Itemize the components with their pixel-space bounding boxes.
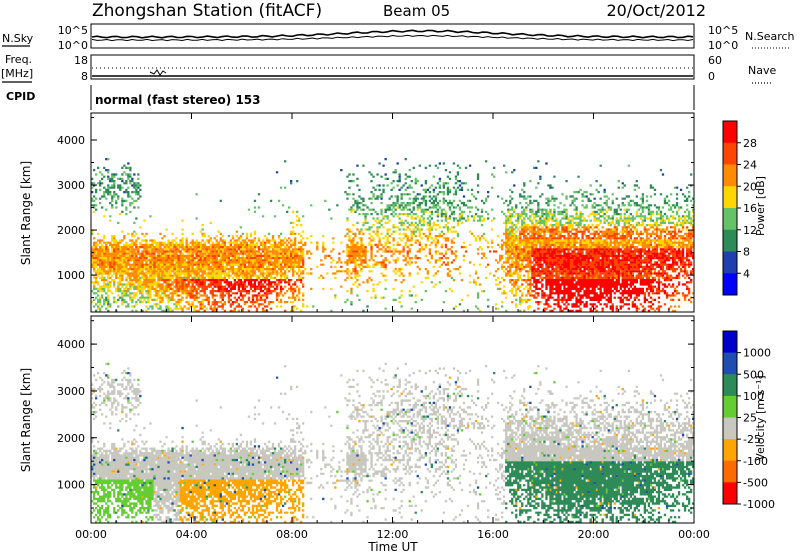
freq-panel-frame	[90, 54, 695, 80]
colorbar-swatch	[723, 331, 737, 354]
x-tick-label: 00:00	[678, 528, 710, 541]
velocity-echo-cells	[91, 362, 683, 523]
colorbar-tick-label: 100	[743, 390, 764, 403]
velocity-y-ticks: 1000 2000 3000 4000	[57, 320, 694, 509]
y-tick-label: 3000	[57, 385, 85, 398]
colorbar-tick-label: -500	[743, 476, 768, 489]
y-tick-label: 2000	[57, 224, 85, 237]
power-echo-cells	[91, 206, 695, 312]
velocity-colorbar: 1000 500 100 25 -25 -100 -500 -1000	[722, 330, 775, 511]
power-x-ticks	[90, 113, 695, 312]
x-tick-label: 00:00	[75, 528, 107, 541]
noise-panel-frame	[90, 23, 695, 49]
colorbar-tick-label: 20	[743, 180, 757, 193]
colorbar-tick-label: 28	[743, 137, 757, 150]
colorbar-swatch	[723, 417, 737, 440]
nave-label: Nave	[748, 64, 776, 77]
cpid-label: CPID	[6, 90, 35, 103]
power-heatmap	[91, 158, 695, 312]
colorbar-swatch	[723, 142, 737, 165]
nsky-series	[91, 29, 694, 39]
colorbar-swatch	[723, 352, 737, 375]
velocity-colorbar-label: Velocity [m s⁻¹]	[754, 375, 767, 460]
freq-label: Freq.	[5, 53, 32, 66]
date-label: 20/Oct/2012	[606, 1, 706, 20]
y-tick-label: 4000	[57, 134, 85, 147]
y-tick-label: 4000	[57, 338, 85, 351]
freq-tick-top: 18	[74, 54, 88, 67]
nsearch-series	[91, 34, 694, 42]
nsky-tick-top: 10^5	[58, 24, 88, 37]
colorbar-swatch	[723, 439, 737, 462]
power-colorbar: 28 24 20 16 12 8 4	[722, 120, 757, 296]
freq-tick-bottom: 8	[81, 70, 88, 83]
colorbar-swatch	[723, 374, 737, 397]
colorbar-swatch	[723, 164, 737, 187]
colorbar-tick-label: -25	[743, 433, 761, 446]
velocity-heatmap	[91, 362, 695, 523]
colorbar-swatch	[723, 273, 737, 296]
x-tick-label: 12:00	[377, 528, 409, 541]
colorbar-tick-label: 25	[743, 412, 757, 425]
colorbar-tick-label: -1000	[743, 498, 775, 511]
nsearch-tick-bottom: 10^0	[708, 39, 738, 52]
power-y-ticks: 1000 2000 3000 4000	[57, 117, 694, 299]
velocity-echo-cells	[93, 376, 693, 523]
colorbar-tick-label: 24	[743, 159, 757, 172]
nave-tick-bottom: 0	[708, 70, 715, 83]
x-tick-label: 08:00	[276, 528, 308, 541]
nsky-label: N.Sky	[2, 32, 34, 45]
colorbar-swatch	[723, 229, 737, 252]
y-tick-label: 1000	[57, 479, 85, 492]
x-tick-label: 04:00	[176, 528, 208, 541]
colorbar-tick-label: 12	[743, 224, 757, 237]
freq-unit-label: [MHz]	[1, 67, 33, 80]
x-tick-label: 16:00	[477, 528, 509, 541]
freq-spike	[149, 69, 167, 76]
station-title: Zhongshan Station (fitACF)	[92, 1, 322, 21]
colorbar-swatch	[723, 121, 737, 144]
power-ylabel: Slant Range [km]	[19, 161, 33, 265]
colorbar-swatch	[723, 251, 737, 274]
colorbar-swatch	[723, 186, 737, 209]
nsearch-label: N.Search	[745, 30, 795, 43]
nave-tick-top: 60	[708, 54, 722, 67]
colorbar-tick-label: 1000	[743, 347, 771, 360]
nsky-tick-bottom: 10^0	[58, 39, 88, 52]
colorbar-tick-label: 500	[743, 368, 764, 381]
y-tick-label: 3000	[57, 179, 85, 192]
time-axis-label: Time UT	[367, 540, 418, 554]
velocity-echo-cells	[91, 362, 695, 523]
x-tick-label: 20:00	[578, 528, 610, 541]
velocity-x-ticks: 00:00 04:00 08:00 12:00 16:00 20:00 00:00	[75, 316, 710, 541]
nsearch-tick-top: 10^5	[708, 24, 738, 37]
power-echo-cells	[91, 226, 695, 312]
cpid-text: normal (fast stereo) 153	[95, 93, 261, 107]
colorbar-tick-label: 8	[743, 246, 750, 259]
colorbar-swatch	[723, 460, 737, 483]
velocity-ylabel: Slant Range [km]	[19, 368, 33, 472]
power-colorbar-label: Power [dB]	[754, 176, 767, 236]
power-echo-cells	[91, 158, 695, 312]
colorbar-tick-label: 4	[743, 267, 750, 280]
colorbar-swatch	[723, 208, 737, 231]
colorbar-tick-label: -100	[743, 455, 768, 468]
power-echo-cells	[183, 237, 695, 312]
colorbar-swatch	[723, 395, 737, 418]
beam-label: Beam 05	[383, 2, 450, 20]
y-tick-label: 1000	[57, 269, 85, 282]
velocity-echo-cells	[91, 372, 695, 523]
y-tick-label: 2000	[57, 432, 85, 445]
colorbar-swatch	[723, 482, 737, 505]
colorbar-tick-label: 16	[743, 202, 757, 215]
